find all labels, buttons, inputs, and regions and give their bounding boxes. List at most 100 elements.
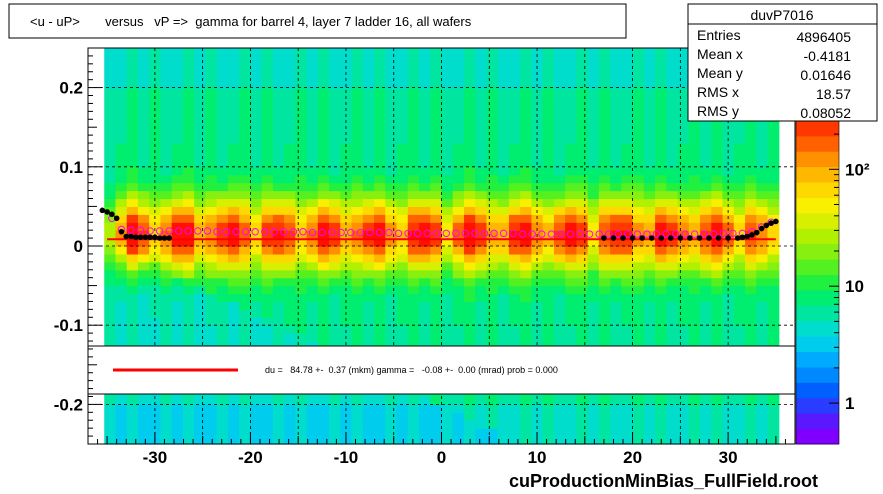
heatmap-cell <box>216 222 229 231</box>
heatmap-cell <box>362 261 375 271</box>
heatmap-cell <box>385 143 398 152</box>
heatmap-cell <box>643 166 656 176</box>
heatmap-cell <box>182 317 195 326</box>
heatmap-cell <box>700 127 712 136</box>
heatmap-cell <box>542 143 555 152</box>
heatmap-cell <box>227 301 240 310</box>
heatmap-cell <box>565 174 577 184</box>
heatmap-cell <box>160 325 173 334</box>
heatmap-cell <box>250 325 263 334</box>
heatmap-cell <box>531 103 544 112</box>
heatmap-cell <box>688 182 701 192</box>
heatmap-cell <box>576 301 589 310</box>
heatmap-cell <box>385 182 398 192</box>
heatmap-cell <box>430 48 443 57</box>
heatmap-cell <box>767 301 780 310</box>
heatmap-cell <box>621 119 634 128</box>
heatmap-cell <box>385 135 398 144</box>
heatmap-cell <box>621 420 634 429</box>
heatmap-cell <box>643 182 656 192</box>
heatmap-cell <box>374 79 386 89</box>
heatmap-cell <box>508 71 521 81</box>
heatmap-cell <box>317 436 330 445</box>
heatmap-cell <box>182 341 195 350</box>
palette-cell <box>796 320 839 337</box>
heatmap-cell <box>531 143 544 152</box>
heatmap-cell <box>598 158 611 168</box>
heatmap-cell <box>205 269 218 279</box>
heatmap-cell <box>385 261 398 271</box>
heatmap-cell <box>475 63 488 73</box>
heatmap-cell <box>216 333 229 342</box>
heatmap-cell <box>137 198 150 207</box>
heatmap-cell <box>711 174 724 184</box>
profile-point-open <box>729 229 737 238</box>
heatmap-cell <box>149 150 162 160</box>
heatmap-cell <box>745 119 757 128</box>
heatmap-cell <box>407 214 420 223</box>
heatmap-cell <box>216 246 229 255</box>
heatmap-cell <box>171 111 184 120</box>
heatmap-cell <box>576 317 589 326</box>
profile-point-filled <box>763 222 770 229</box>
heatmap-cell <box>205 396 218 405</box>
profile-point-open <box>700 230 708 238</box>
heatmap-cell <box>733 206 746 215</box>
heatmap-cell <box>733 293 746 303</box>
heatmap-cell <box>553 87 566 97</box>
heatmap-cell <box>565 135 577 144</box>
heatmap-cell <box>722 246 735 255</box>
heatmap-cell <box>374 325 386 334</box>
heatmap-cell <box>508 158 521 168</box>
heatmap-cell <box>205 95 218 105</box>
heatmap-cell <box>767 135 780 144</box>
heatmap-cell <box>553 182 566 192</box>
heatmap-cell <box>137 158 150 168</box>
heatmap-cell <box>374 253 386 263</box>
profile-point-open <box>136 226 145 234</box>
heatmap-cell <box>643 404 656 413</box>
heatmap-cell <box>272 206 285 215</box>
heatmap-cell <box>745 261 757 271</box>
heatmap-cell <box>362 79 375 89</box>
stats-value: 18.57 <box>816 86 851 102</box>
heatmap-cell <box>261 301 274 310</box>
heatmap-cell <box>126 71 139 81</box>
heatmap-cell <box>205 55 218 65</box>
heatmap-cell <box>351 143 364 152</box>
heatmap-cell <box>475 166 488 176</box>
heatmap-cell <box>542 404 555 413</box>
heatmap-cell <box>700 420 712 429</box>
heatmap-cell <box>508 206 521 215</box>
heatmap-cell <box>261 158 274 168</box>
heatmap-cell <box>610 111 622 120</box>
heatmap-cell <box>666 222 679 231</box>
heatmap-cell <box>711 143 724 152</box>
heatmap-cell <box>767 333 780 342</box>
heatmap-cell <box>576 412 589 421</box>
heatmap-cell <box>182 428 195 437</box>
heatmap-cell <box>666 325 679 334</box>
heatmap-cell <box>227 214 240 223</box>
heatmap-cell <box>137 95 150 105</box>
heatmap-cell <box>171 253 184 263</box>
heatmap-cell <box>553 63 566 73</box>
heatmap-cell <box>115 190 128 200</box>
heatmap-cell <box>621 143 634 152</box>
heatmap-cell <box>250 103 263 112</box>
chart-title: <u - uP> versus vP => gamma for barrel 4… <box>30 14 472 29</box>
heatmap-cell <box>104 317 117 326</box>
heatmap-cell <box>351 198 364 207</box>
heatmap-cell <box>452 253 465 263</box>
heatmap-cell <box>632 222 645 231</box>
profile-point-open <box>146 227 154 235</box>
heatmap-cell <box>688 135 701 144</box>
heatmap-cell <box>261 87 274 97</box>
heatmap-cell <box>655 111 667 120</box>
heatmap-cell <box>340 103 353 112</box>
heatmap-cell <box>115 111 128 120</box>
heatmap-cell <box>531 301 544 310</box>
palette-cell <box>796 336 839 353</box>
heatmap-cell <box>351 135 364 144</box>
profile-point-open <box>480 229 489 238</box>
